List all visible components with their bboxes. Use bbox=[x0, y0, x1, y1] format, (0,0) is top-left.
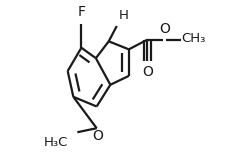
Text: H: H bbox=[119, 9, 129, 22]
Text: O: O bbox=[160, 22, 170, 36]
Text: O: O bbox=[142, 66, 153, 79]
Text: H₃C: H₃C bbox=[43, 136, 68, 149]
Text: CH₃: CH₃ bbox=[182, 32, 206, 45]
Text: F: F bbox=[77, 5, 85, 19]
Text: O: O bbox=[92, 129, 103, 143]
